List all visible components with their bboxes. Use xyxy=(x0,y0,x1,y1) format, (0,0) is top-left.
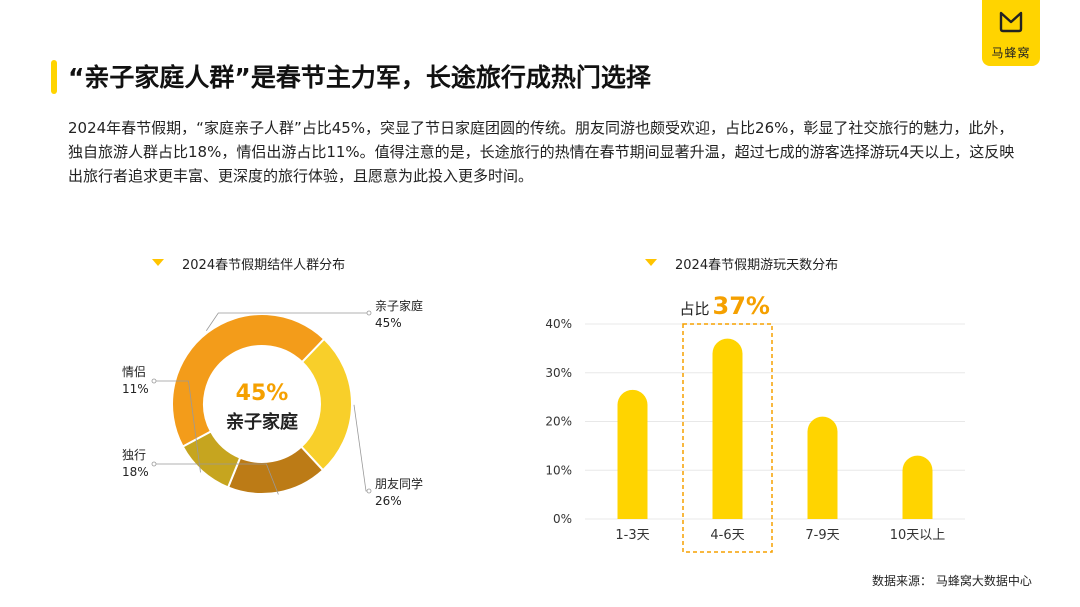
m-logo-icon xyxy=(999,11,1023,33)
donut-center-value: 45% xyxy=(236,381,289,406)
leader-line xyxy=(353,404,369,492)
annotation-value: 37% xyxy=(713,292,770,320)
slice-name-label: 独行 xyxy=(122,448,146,462)
x-tick-label: 4-6天 xyxy=(710,528,744,543)
donut-slice xyxy=(171,313,326,448)
leader-dot xyxy=(366,488,372,494)
annotation-prefix: 占比 xyxy=(680,300,710,318)
slice-percent-label: 26% xyxy=(375,494,402,508)
donut-slice xyxy=(181,430,242,489)
y-tick-label: 20% xyxy=(545,415,572,429)
brand-logo: 马蜂窝 xyxy=(982,0,1040,66)
bar xyxy=(902,455,933,519)
slice-name-label: 朋友同学 xyxy=(375,476,423,491)
leader-dot xyxy=(151,378,157,384)
slice-name-label: 亲子家庭 xyxy=(375,298,423,313)
triangle-marker-icon xyxy=(152,259,164,266)
bar-chart-title: 2024春节假期游玩天数分布 xyxy=(675,258,839,273)
donut-chart-title: 2024春节假期结伴人群分布 xyxy=(182,258,346,273)
bar xyxy=(617,389,648,519)
leader-dot xyxy=(151,461,157,467)
data-source: 数据来源： 马蜂窝大数据中心 xyxy=(872,574,1032,588)
slice-name-label: 情侣 xyxy=(122,364,146,379)
donut-slice xyxy=(299,337,353,472)
x-tick-label: 7-9天 xyxy=(805,528,839,543)
leader-line xyxy=(154,380,201,473)
title-accent-bar xyxy=(51,60,57,94)
highlight-box xyxy=(682,323,773,553)
brand-name: 马蜂窝 xyxy=(991,46,1031,60)
y-tick-label: 0% xyxy=(553,512,572,526)
slice-percent-label: 11% xyxy=(122,382,149,396)
x-tick-label: 10天以上 xyxy=(890,528,946,543)
donut-slice xyxy=(226,445,325,495)
page-title: “亲子家庭人群”是春节主力军，长途旅行成热门选择 xyxy=(68,63,651,92)
slice-percent-label: 18% xyxy=(122,465,149,479)
body-paragraph: 2024年春节假期，“家庭亲子人群”占比45%，突显了节日家庭团圆的传统。朋友同… xyxy=(68,119,1015,185)
y-tick-label: 40% xyxy=(545,317,572,331)
leader-line xyxy=(154,463,279,495)
donut-center-label: 亲子家庭 xyxy=(226,411,298,433)
leader-dot xyxy=(366,310,372,316)
triangle-marker-icon xyxy=(645,259,657,266)
y-tick-label: 10% xyxy=(545,463,572,477)
bar xyxy=(807,416,838,519)
x-tick-label: 1-3天 xyxy=(615,528,649,543)
slice-percent-label: 45% xyxy=(375,316,402,330)
leader-line xyxy=(205,312,369,332)
bar xyxy=(712,338,743,519)
y-tick-label: 30% xyxy=(545,366,572,380)
